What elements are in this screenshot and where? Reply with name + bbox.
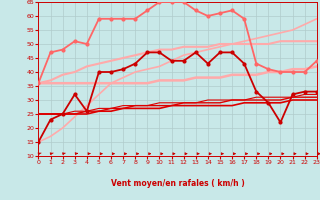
- X-axis label: Vent moyen/en rafales ( km/h ): Vent moyen/en rafales ( km/h ): [111, 179, 244, 188]
